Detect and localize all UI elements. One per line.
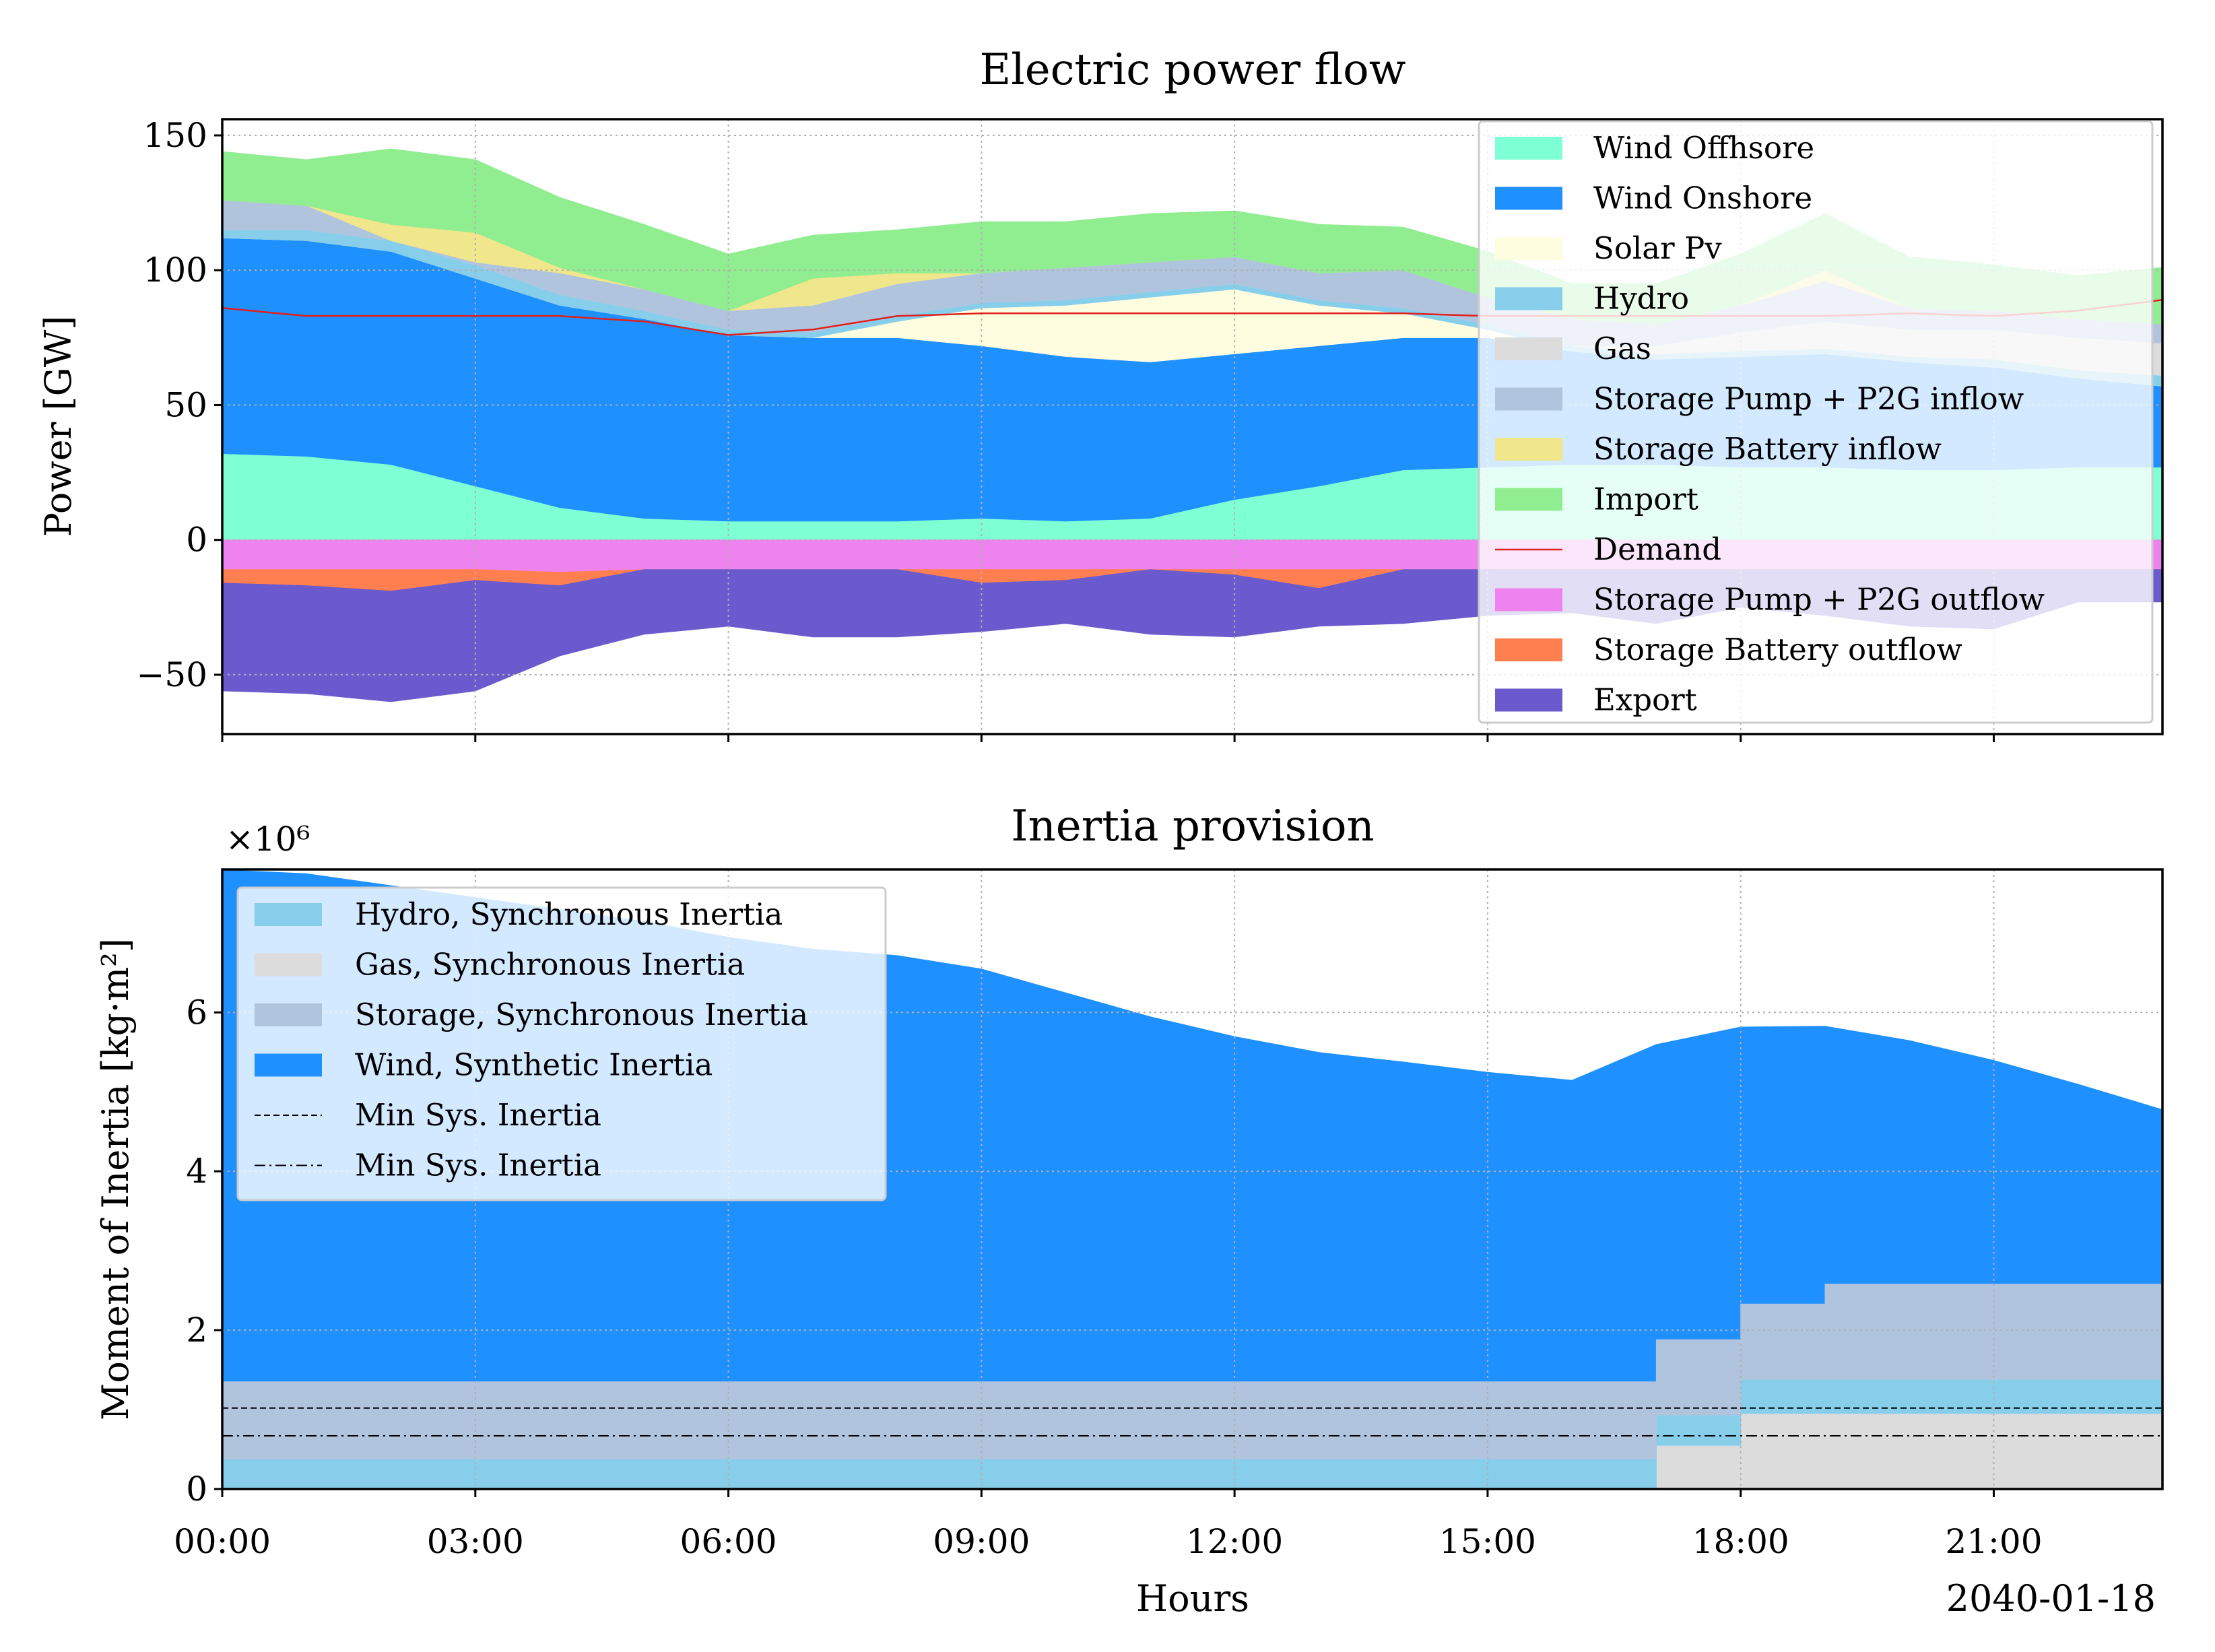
inertia-x-tick-label: 00:00	[174, 1522, 271, 1561]
inertia-legend-label: Wind, Synthetic Inertia	[355, 1047, 713, 1083]
legend-storage-battery-in-label: Storage Battery inflow	[1593, 431, 1942, 467]
power-y-tick-label: 100	[143, 251, 207, 290]
inertia-x-tick-label: 15:00	[1439, 1522, 1536, 1561]
power-y-ticks: 150 100 50 0 −50	[136, 116, 222, 694]
legend-wind-onshore-label: Wind Onshore	[1593, 180, 1812, 216]
inertia-x-tick-label: 09:00	[933, 1522, 1030, 1561]
inertia-y-ticks: 0 2 4 6	[186, 993, 222, 1509]
legend-import-label: Import	[1593, 482, 1698, 517]
hours-x-axis-label: Hours	[1136, 1577, 1249, 1620]
power-y-tick-label: 150	[143, 116, 207, 155]
inertia-x-tick-label: 21:00	[1945, 1522, 2042, 1561]
inertia-legend: Hydro, Synchronous Inertia Gas, Synchrono…	[236, 886, 887, 1201]
legend-wind-offshore-swatch	[1495, 137, 1562, 160]
legend-demand-label: Demand	[1593, 531, 1721, 567]
power-legend-box	[1478, 120, 2154, 724]
inertia-x-tick-label: 03:00	[427, 1522, 524, 1561]
inertia-y-tick-label: 6	[186, 993, 207, 1032]
power-y-tick-label: 50	[164, 385, 207, 424]
inertia-y-axis-label: Moment of Inertia [kg·m²]	[94, 938, 137, 1420]
legend-inertia-hydro-swatch	[255, 903, 322, 926]
power-y-axis-label: Power [GW]	[37, 316, 79, 537]
inertia-legend-label: Min Sys. Inertia	[355, 1148, 601, 1183]
legend-solar-pv-swatch	[1495, 237, 1562, 260]
inertia-x-tick-label: 18:00	[1692, 1522, 1789, 1561]
power-flow-title: Electric power flow	[980, 45, 1406, 95]
legend-inertia-storage-swatch	[255, 1003, 322, 1026]
inertia-x-ticks: 00:00 03:00 06:00 09:00 12:00 15:00 18:00 21:00	[174, 1489, 2043, 1561]
power-y-tick-label: −50	[136, 655, 207, 694]
power-y-tick-label: 0	[186, 521, 207, 560]
legend-export-label: Export	[1593, 682, 1697, 718]
inertia-title: Inertia provision	[1011, 801, 1374, 851]
date-label: 2040-01-18	[1946, 1577, 2156, 1620]
legend-storage-battery-out-swatch	[1495, 638, 1562, 661]
legend-storage-battery-in-swatch	[1495, 438, 1562, 461]
inertia-x-tick-label: 06:00	[680, 1522, 777, 1561]
legend-hydro-swatch	[1495, 287, 1562, 310]
inertia-legend-label: Hydro, Synchronous Inertia	[355, 896, 783, 932]
inertia-panel: Inertia provision ×10⁶ 0 2 4 6 00:00 03:00 06…	[94, 801, 2164, 1620]
legend-gas-label: Gas	[1593, 331, 1651, 366]
legend-solar-pv-label: Solar Pv	[1593, 230, 1722, 266]
inertia-legend-label: Gas, Synchronous Inertia	[355, 947, 745, 983]
legend-storage-pump-in-label: Storage Pump + P2G inflow	[1593, 381, 2024, 417]
inertia-y-tick-label: 2	[186, 1311, 207, 1350]
legend-wind-onshore-swatch	[1495, 187, 1562, 210]
inertia-axes-frame	[221, 868, 2164, 1490]
min-inertia-lines	[222, 1407, 2162, 1436]
legend-storage-pump-out-swatch	[1495, 588, 1562, 612]
power-legend: Wind Offhsore Wind Onshore Solar Pv Hydro Ga…	[1478, 120, 2154, 724]
inertia-legend-box	[236, 886, 887, 1201]
inertia-legend-label: Min Sys. Inertia	[355, 1097, 601, 1133]
legend-storage-battery-out-label: Storage Battery outflow	[1593, 632, 1962, 667]
power-x-ticks	[221, 734, 1995, 742]
inertia-y-tick-label: 4	[186, 1152, 207, 1191]
inertia-offset-label: ×10⁶	[226, 820, 310, 859]
legend-gas-swatch	[1495, 337, 1562, 360]
legend-hydro-label: Hydro	[1593, 281, 1689, 317]
legend-export-swatch	[1495, 688, 1562, 712]
legend-storage-pump-in-swatch	[1495, 387, 1562, 411]
legend-storage-pump-out-label: Storage Pump + P2G outflow	[1593, 582, 2045, 618]
legend-wind-offshore-label: Wind Offhsore	[1593, 130, 1814, 166]
legend-inertia-gas-swatch	[255, 953, 322, 977]
power-flow-panel: Electric power flow 150 100 50 0 −50 Power […	[37, 45, 2164, 742]
inertia-x-tick-label: 12:00	[1186, 1522, 1283, 1561]
inertia-y-tick-label: 0	[186, 1469, 207, 1509]
inertia-legend-label: Storage, Synchronous Inertia	[355, 997, 808, 1032]
legend-import-swatch	[1495, 488, 1562, 511]
legend-inertia-wind-swatch	[255, 1053, 322, 1077]
power-axes-frame	[221, 118, 2164, 735]
